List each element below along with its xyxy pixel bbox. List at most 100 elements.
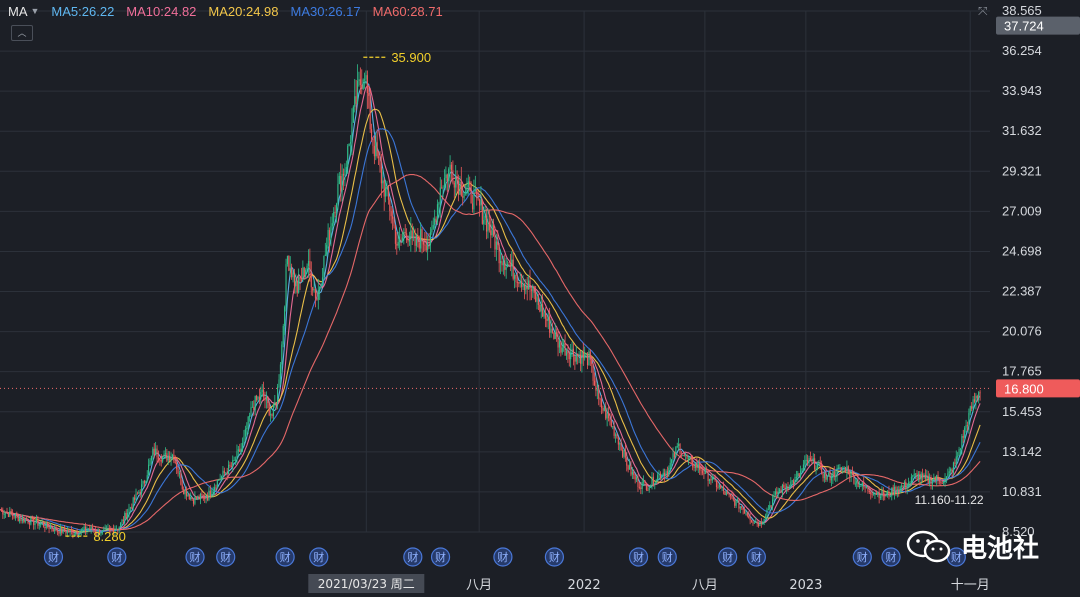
candle-body xyxy=(450,164,453,171)
candle-body xyxy=(404,231,406,234)
candle-body xyxy=(411,230,413,238)
candle-body xyxy=(809,457,812,461)
candle-body xyxy=(26,519,28,521)
indicator-name: MA xyxy=(8,3,28,19)
candle-body xyxy=(333,211,335,224)
candle-body xyxy=(623,449,625,457)
candle-body xyxy=(595,385,597,391)
candle-body xyxy=(843,467,845,470)
candle-body xyxy=(931,480,933,485)
candle-body xyxy=(97,529,99,533)
candle-body xyxy=(449,164,451,170)
candle-body xyxy=(844,467,847,473)
candle-body xyxy=(912,475,914,477)
candle-body xyxy=(519,281,521,284)
candle-body xyxy=(378,156,380,159)
indicator-selector[interactable]: MA ▼ xyxy=(8,4,39,19)
candle-body xyxy=(769,505,771,510)
candle-body xyxy=(35,519,38,523)
candle-body xyxy=(324,254,326,256)
candle-body xyxy=(850,471,852,477)
candle-body xyxy=(508,263,510,265)
candle-body xyxy=(919,474,921,480)
candle-body xyxy=(368,92,370,96)
candle-body xyxy=(916,473,918,480)
candle-body xyxy=(174,461,176,463)
candle-body xyxy=(581,351,583,364)
candle-body xyxy=(281,344,283,365)
candle-body xyxy=(898,489,900,492)
candle-body xyxy=(772,499,774,507)
candle-body xyxy=(574,356,576,362)
candle-body xyxy=(668,467,670,476)
candle-body xyxy=(485,215,488,232)
candle-body xyxy=(854,483,856,485)
candle-body xyxy=(543,312,545,317)
candle-body xyxy=(802,464,804,469)
candle-body xyxy=(700,469,702,471)
candle-body xyxy=(683,455,685,457)
candle-body xyxy=(655,480,657,484)
candle-body xyxy=(291,268,293,278)
candle-body xyxy=(835,476,837,478)
candle-body xyxy=(201,493,203,496)
candle-body xyxy=(514,274,516,279)
candle-body xyxy=(354,96,356,107)
candle-body xyxy=(966,425,969,427)
candle-body xyxy=(159,459,161,461)
candle-body xyxy=(847,466,849,475)
candle-body xyxy=(452,170,454,183)
candle-body xyxy=(973,399,976,402)
candle-body xyxy=(481,200,483,224)
candle-body xyxy=(750,520,753,522)
candle-body xyxy=(797,473,799,477)
candle-body xyxy=(177,469,179,474)
candle-body xyxy=(891,487,893,497)
x-tick-label: 八月 xyxy=(692,578,718,593)
candle-body xyxy=(401,237,403,242)
candle-body xyxy=(380,166,382,184)
line-ma60 xyxy=(0,173,981,531)
candle-body xyxy=(382,180,384,184)
candle-body xyxy=(950,469,952,472)
candle-body xyxy=(249,415,251,417)
candle-body xyxy=(72,530,74,535)
candle-body xyxy=(328,230,331,241)
candle-body xyxy=(476,189,478,195)
candle-body xyxy=(191,497,193,500)
candle-body xyxy=(924,474,926,479)
candle-body xyxy=(244,429,246,437)
candle-body xyxy=(176,462,178,470)
candle-body xyxy=(233,459,235,461)
collapse-legend-button[interactable]: ︿ xyxy=(11,25,33,41)
caret-down-icon: ▼ xyxy=(30,6,40,16)
candle-body xyxy=(815,468,817,470)
candle-body xyxy=(507,263,509,268)
candle-body xyxy=(335,203,338,214)
candle-body xyxy=(781,484,783,494)
crosshair-icon[interactable]: ⤧ xyxy=(978,4,988,18)
candle-body xyxy=(460,181,462,197)
candle-body xyxy=(199,493,202,500)
earnings-marker xyxy=(430,547,451,567)
candle-body xyxy=(19,518,21,522)
candle-body xyxy=(495,241,497,250)
candle-body xyxy=(553,332,555,339)
candle-body xyxy=(441,187,443,189)
earnings-marker xyxy=(403,547,423,567)
candle-body xyxy=(899,486,901,492)
candle-body xyxy=(948,471,950,474)
candle-body xyxy=(414,236,416,246)
candle-body xyxy=(490,230,492,236)
candle-body xyxy=(41,523,43,525)
candle-body xyxy=(711,476,713,481)
candle-body xyxy=(535,293,537,302)
candle-body xyxy=(661,475,663,478)
candle-body xyxy=(478,199,481,206)
candle-body xyxy=(278,379,280,387)
candle-body xyxy=(743,509,746,514)
earnings-marker xyxy=(852,547,872,567)
candle-body xyxy=(741,506,743,508)
candle-body xyxy=(153,448,155,455)
